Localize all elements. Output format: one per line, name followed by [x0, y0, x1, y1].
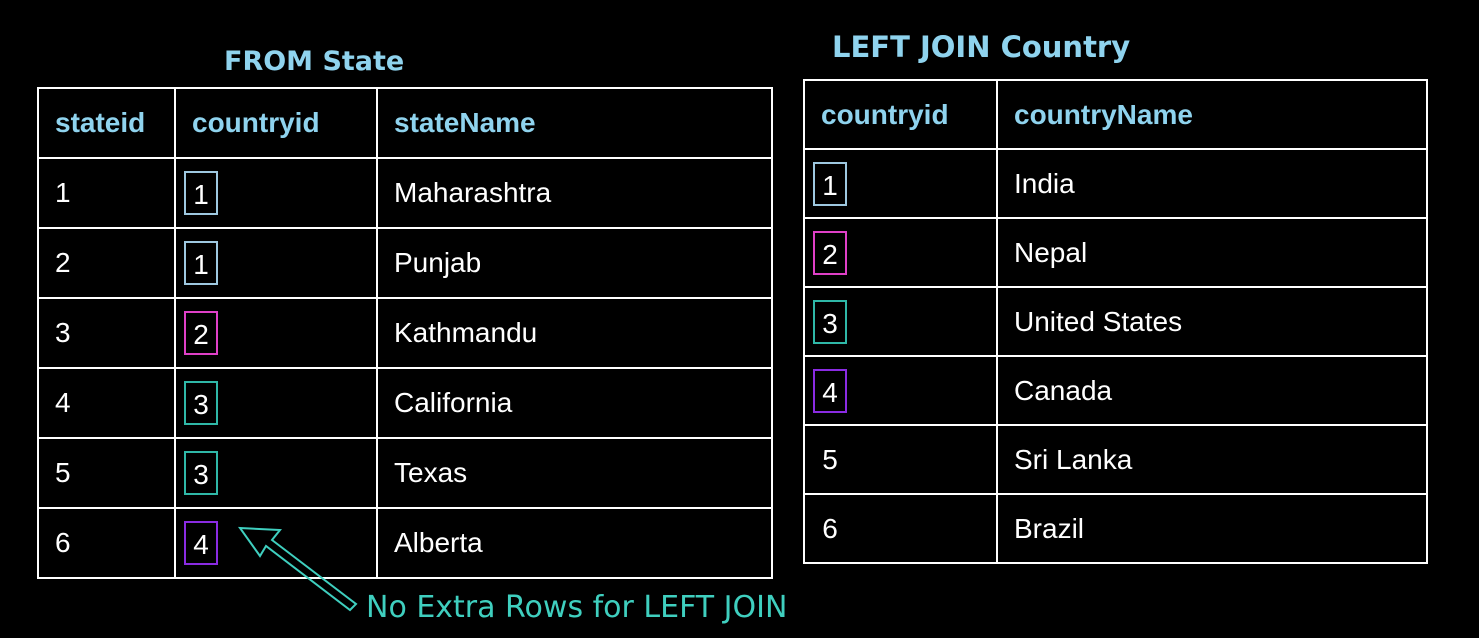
country-cell-countryid: 2 [803, 217, 998, 288]
countryid-box: 1 [184, 171, 218, 215]
state-cell-countryid: 1 [174, 157, 378, 229]
country-row: 4 Canada [803, 355, 1428, 426]
country-cell-countryid: 3 [803, 286, 998, 357]
state-table: stateid countryid stateName 1 1 Maharashtr… [37, 87, 773, 579]
state-header-row: stateid countryid stateName [37, 87, 773, 159]
header-statename: stateName [376, 87, 773, 159]
header-stateid: stateid [37, 87, 176, 159]
countryid-box: 3 [184, 451, 218, 495]
state-row: 6 4 Alberta [37, 507, 773, 579]
state-cell-statename: Punjab [376, 227, 773, 299]
countryid-value: 6 [822, 512, 838, 544]
state-row: 1 1 Maharashtra [37, 157, 773, 229]
state-row: 3 2 Kathmandu [37, 297, 773, 369]
country-table: countryid countryName 1 India 2 Nepal 3 Unite… [803, 79, 1428, 564]
state-row: 5 3 Texas [37, 437, 773, 509]
country-cell-countryname: Nepal [996, 217, 1428, 288]
state-cell-countryid: 1 [174, 227, 378, 299]
state-cell-statename: Texas [376, 437, 773, 509]
state-cell-statename: Alberta [376, 507, 773, 579]
state-cell-stateid: 1 [37, 157, 176, 229]
country-cell-countryname: United States [996, 286, 1428, 357]
state-cell-statename: California [376, 367, 773, 439]
country-cell-countryname: Canada [996, 355, 1428, 426]
countryid-box: 4 [813, 368, 847, 413]
countryid-box: 1 [184, 241, 218, 285]
state-row: 4 3 California [37, 367, 773, 439]
country-row: 1 India [803, 148, 1428, 219]
state-cell-countryid: 3 [174, 437, 378, 509]
header-countryname: countryName [996, 79, 1428, 150]
state-cell-stateid: 5 [37, 437, 176, 509]
annotation-note: No Extra Rows for LEFT JOIN [366, 590, 788, 625]
countryid-box: 3 [184, 381, 218, 425]
country-row: 2 Nepal [803, 217, 1428, 288]
state-cell-stateid: 6 [37, 507, 176, 579]
country-cell-countryid: 6 [803, 493, 998, 564]
state-cell-countryid: 4 [174, 507, 378, 579]
country-row: 3 United States [803, 286, 1428, 357]
countryid-box: 2 [813, 230, 847, 275]
countryid-box: 4 [184, 521, 218, 565]
country-table-caption: LEFT JOIN Country [832, 30, 1131, 64]
arrow-icon [237, 526, 358, 612]
state-table-caption: FROM State [224, 46, 405, 77]
header-countryid: countryid [174, 87, 378, 159]
country-cell-countryid: 4 [803, 355, 998, 426]
country-cell-countryname: India [996, 148, 1428, 219]
country-row: 6 Brazil [803, 493, 1428, 564]
header-countryid: countryid [803, 79, 998, 150]
countryid-box: 2 [184, 311, 218, 355]
state-row: 2 1 Punjab [37, 227, 773, 299]
countryid-value: 5 [822, 443, 838, 475]
state-cell-stateid: 2 [37, 227, 176, 299]
country-row: 5 Sri Lanka [803, 424, 1428, 495]
country-cell-countryname: Brazil [996, 493, 1428, 564]
countryid-box: 1 [813, 161, 847, 206]
country-cell-countryid: 5 [803, 424, 998, 495]
state-cell-statename: Maharashtra [376, 157, 773, 229]
state-cell-countryid: 2 [174, 297, 378, 369]
country-cell-countryid: 1 [803, 148, 998, 219]
state-cell-countryid: 3 [174, 367, 378, 439]
state-cell-stateid: 3 [37, 297, 176, 369]
state-cell-stateid: 4 [37, 367, 176, 439]
state-cell-statename: Kathmandu [376, 297, 773, 369]
country-cell-countryname: Sri Lanka [996, 424, 1428, 495]
countryid-box: 3 [813, 299, 847, 344]
country-header-row: countryid countryName [803, 79, 1428, 150]
